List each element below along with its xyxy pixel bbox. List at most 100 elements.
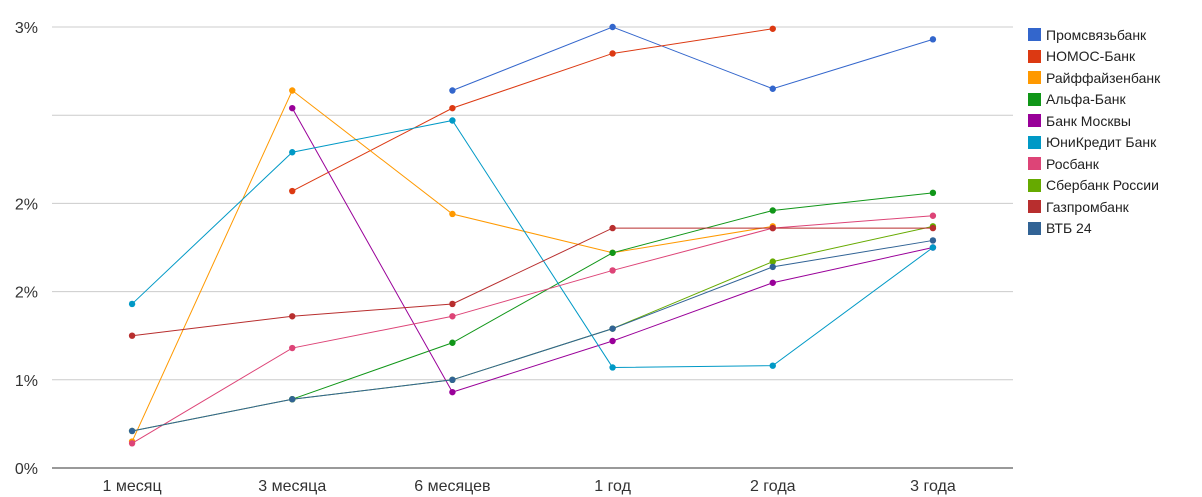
legend: Промсвязьбанк НОМОС-Банк Райффайзенбанк Аль… xyxy=(1028,24,1160,239)
legend-item[interactable]: Росбанк xyxy=(1028,153,1160,175)
legend-item[interactable]: Промсвязьбанк xyxy=(1028,24,1160,46)
legend-swatch xyxy=(1028,135,1041,149)
data-point xyxy=(929,224,937,232)
legend-item[interactable]: Газпромбанк xyxy=(1028,196,1160,218)
x-tick-label: 3 года xyxy=(910,478,956,495)
legend-swatch xyxy=(1028,114,1041,128)
series-line xyxy=(131,225,934,432)
legend-item[interactable]: НОМОС-Банк xyxy=(1028,46,1160,68)
series-1 xyxy=(289,25,776,195)
x-tick-label: 2 года xyxy=(750,478,796,495)
data-point xyxy=(929,244,937,251)
legend-item[interactable]: ВТБ 24 xyxy=(1028,218,1160,240)
data-point xyxy=(609,337,616,345)
series-line xyxy=(131,119,934,368)
data-point xyxy=(449,117,456,124)
legend-item[interactable]: Райффайзенбанк xyxy=(1028,67,1160,89)
data-point xyxy=(289,396,296,403)
legend-label: ЮниКредит Банк xyxy=(1046,134,1157,151)
data-point xyxy=(609,249,616,256)
series-9 xyxy=(128,237,937,435)
data-point xyxy=(929,189,937,197)
series-6 xyxy=(128,212,937,447)
legend-item[interactable]: Альфа-Банк xyxy=(1028,89,1160,111)
data-point xyxy=(128,332,136,339)
legend-label: Сбербанк России xyxy=(1046,177,1159,194)
y-tick-label: 2% xyxy=(15,285,38,302)
data-point xyxy=(289,104,296,112)
series-5 xyxy=(128,117,937,371)
data-point xyxy=(289,149,296,156)
data-point xyxy=(449,339,456,346)
x-tick-label: 1 год xyxy=(594,478,631,495)
series-line xyxy=(131,215,933,444)
data-point xyxy=(769,258,776,265)
y-tick-label: 3% xyxy=(15,20,38,37)
data-point xyxy=(289,187,296,195)
data-point xyxy=(289,87,296,94)
legend-item[interactable]: Сбербанк России xyxy=(1028,175,1160,197)
x-tick-label: 3 месяца xyxy=(258,478,326,495)
series-line xyxy=(131,89,773,442)
data-point xyxy=(609,267,616,274)
data-point xyxy=(769,362,776,369)
data-point xyxy=(929,212,937,219)
legend-swatch xyxy=(1028,221,1041,235)
legend-label: НОМОС-Банк xyxy=(1046,48,1136,65)
data-point xyxy=(449,388,456,396)
series-line xyxy=(132,227,933,337)
legend-swatch xyxy=(1028,92,1041,106)
y-tick-label: 2% xyxy=(15,196,38,213)
data-point xyxy=(609,23,616,31)
data-point xyxy=(609,364,616,371)
series-0 xyxy=(449,23,937,94)
data-point xyxy=(289,344,296,352)
data-point xyxy=(609,224,616,232)
data-point xyxy=(609,325,616,332)
series-line xyxy=(292,28,773,192)
data-point xyxy=(769,263,776,271)
data-point xyxy=(289,313,296,320)
data-point xyxy=(769,85,776,92)
x-axis: 1 месяц 3 месяца 6 месяцев 1 год 2 года 3 год… xyxy=(52,467,1013,495)
data-point xyxy=(769,207,776,214)
legend-label: ВТБ 24 xyxy=(1046,220,1092,237)
series-line xyxy=(452,26,934,91)
legend-item[interactable]: Банк Москвы xyxy=(1028,110,1160,132)
legend-label: Райффайзенбанк xyxy=(1046,69,1161,86)
data-point xyxy=(128,427,136,435)
legend-swatch xyxy=(1028,49,1041,63)
legend-swatch xyxy=(1028,28,1041,42)
series-7 xyxy=(128,223,937,435)
legend-label: Газпромбанк xyxy=(1046,198,1129,215)
data-point xyxy=(769,224,776,232)
legend-label: Банк Москвы xyxy=(1046,112,1131,129)
data-point xyxy=(449,210,456,218)
data-point xyxy=(128,300,136,308)
data-point xyxy=(609,50,616,57)
data-point xyxy=(769,279,776,286)
x-tick-label: 1 месяц xyxy=(103,478,162,495)
y-axis-labels: 0% 1% 2% 2% 3% xyxy=(15,20,38,478)
legend-item[interactable]: ЮниКредит Банк xyxy=(1028,132,1160,154)
legend-swatch xyxy=(1028,200,1041,214)
legend-swatch xyxy=(1028,157,1041,171)
legend-label: Альфа-Банк xyxy=(1046,91,1126,108)
series-group xyxy=(128,23,937,447)
legend-swatch xyxy=(1028,178,1041,192)
grid-lines xyxy=(52,26,1013,381)
data-point xyxy=(449,300,456,308)
data-point xyxy=(449,376,456,383)
data-point xyxy=(929,237,937,244)
data-point xyxy=(929,36,937,43)
y-tick-label: 0% xyxy=(15,461,38,478)
y-tick-label: 1% xyxy=(15,373,38,390)
data-point xyxy=(769,25,776,32)
series-8 xyxy=(128,224,937,339)
legend-swatch xyxy=(1028,71,1041,85)
x-tick-label: 6 месяцев xyxy=(414,478,490,495)
legend-label: Промсвязьбанк xyxy=(1046,26,1147,43)
legend-label: Росбанк xyxy=(1046,155,1099,172)
data-point xyxy=(449,104,456,112)
